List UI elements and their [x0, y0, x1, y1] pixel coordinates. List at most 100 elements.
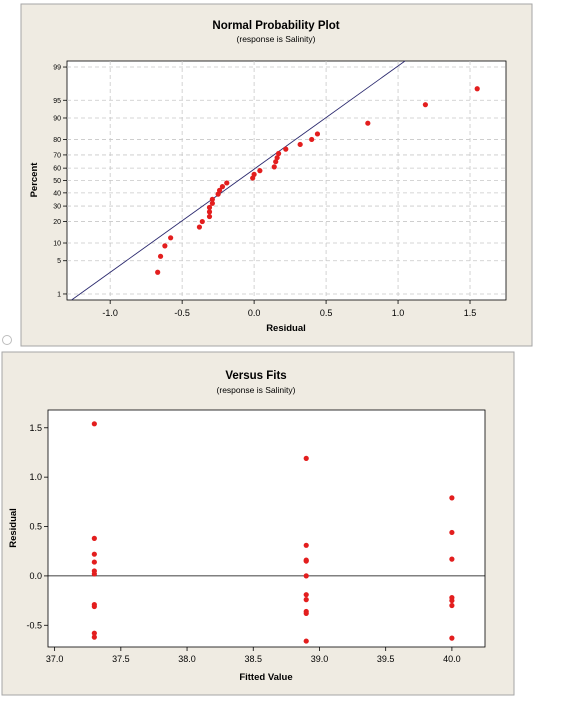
data-point — [303, 542, 309, 548]
x-tick-label: 40.0 — [443, 654, 461, 664]
data-point — [303, 455, 309, 461]
y-tick-label: 95 — [53, 98, 61, 105]
data-point — [251, 171, 257, 177]
y-tick-label: 70 — [53, 152, 61, 159]
y-tick-label: 0.0 — [29, 571, 42, 581]
y-tick-label: 80 — [53, 137, 61, 144]
x-tick-label: -0.5 — [174, 308, 190, 318]
data-point — [274, 155, 280, 161]
x-axis: 37.0 37.5 38.0 38.5 39.0 39.5 40.0 — [46, 647, 461, 664]
data-point — [275, 150, 282, 157]
x-tick-label: 0.0 — [248, 308, 261, 318]
x-axis-label: Residual — [266, 323, 306, 334]
y-tick-label: -0.5 — [26, 620, 42, 630]
data-point — [303, 597, 309, 603]
y-tick-label: 30 — [53, 204, 61, 211]
x-axis-label: Fitted Value — [239, 672, 292, 683]
gridlines — [67, 61, 506, 300]
data-point — [168, 235, 174, 241]
data-point — [303, 592, 309, 598]
data-point — [91, 571, 97, 577]
chart-title: Versus Fits — [225, 370, 286, 382]
data-point — [91, 535, 97, 541]
data-points — [91, 421, 455, 644]
x-tick-label: 39.0 — [311, 654, 329, 664]
data-point — [283, 146, 289, 152]
data-point — [297, 141, 303, 148]
data-point — [155, 269, 161, 275]
chart-subtitle: (response is Salinity) — [217, 385, 296, 395]
x-tick-label: 38.5 — [244, 654, 262, 664]
data-point — [303, 573, 309, 579]
fit-line — [71, 60, 406, 301]
data-point — [157, 253, 164, 259]
x-axis: -1.0 -0.5 0.0 0.5 1.0 1.5 — [102, 300, 476, 318]
data-point — [91, 421, 97, 427]
y-tick-label: 20 — [53, 219, 61, 226]
data-point — [219, 184, 226, 190]
data-point — [303, 558, 309, 564]
x-tick-label: 39.5 — [377, 654, 395, 664]
data-point — [273, 159, 279, 165]
data-point — [209, 196, 215, 202]
x-tick-label: 0.5 — [320, 308, 333, 318]
data-point — [206, 204, 213, 211]
y-tick-label: 40 — [53, 190, 61, 197]
data-point — [91, 634, 97, 640]
normal-probability-panel: Normal Probability Plot (response is Sal… — [20, 3, 533, 347]
x-tick-label: 37.5 — [112, 654, 130, 664]
data-point — [196, 224, 203, 230]
data-point — [422, 102, 428, 108]
x-tick-label: 1.5 — [464, 308, 477, 318]
chart-title: Normal Probability Plot — [212, 20, 339, 32]
data-point — [474, 86, 480, 92]
versus-fits-panel: Versus Fits (response is Salinity) -0.5 0… — [1, 351, 515, 696]
y-tick-label: 10 — [53, 241, 61, 248]
y-tick-label: 1 — [57, 291, 61, 298]
y-tick-label: 50 — [53, 178, 61, 185]
y-tick-label: 5 — [57, 258, 61, 265]
data-point — [206, 213, 213, 220]
data-point — [449, 602, 455, 609]
data-point — [257, 168, 263, 174]
data-point — [365, 120, 371, 126]
data-point — [199, 218, 205, 225]
y-tick-label: 90 — [53, 115, 61, 122]
y-axis: 1 5 10 20 30 40 50 60 70 80 90 95 99 — [53, 65, 67, 298]
x-tick-label: 38.0 — [178, 654, 196, 664]
data-point — [91, 551, 97, 557]
x-tick-label: 37.0 — [46, 654, 64, 664]
data-point — [271, 164, 277, 170]
y-tick-label: 99 — [53, 65, 61, 72]
y-axis-label: Percent — [29, 162, 40, 198]
x-tick-label: -1.0 — [102, 308, 118, 318]
data-point — [91, 630, 97, 636]
data-point — [303, 610, 309, 617]
y-tick-label: 1.5 — [29, 423, 42, 433]
data-point — [162, 243, 168, 249]
plot-area — [47, 409, 486, 648]
y-tick-label: 1.0 — [29, 472, 42, 482]
y-tick-label: 0.5 — [29, 522, 42, 532]
data-point — [224, 180, 230, 186]
data-point — [309, 136, 315, 143]
data-point — [209, 200, 215, 206]
data-point — [449, 529, 455, 536]
data-points — [155, 86, 480, 275]
y-tick-label: 60 — [53, 166, 61, 173]
data-point — [314, 131, 321, 137]
data-point — [449, 597, 455, 604]
y-axis: -0.5 0.0 0.5 1.0 1.5 — [26, 423, 48, 630]
data-point — [91, 603, 97, 610]
data-point — [449, 556, 455, 562]
divider-circle-icon — [2, 335, 12, 345]
data-point — [206, 209, 213, 215]
chart-subtitle: (response is Salinity) — [237, 34, 316, 44]
data-point — [449, 495, 455, 501]
data-point — [449, 635, 455, 641]
data-point — [303, 638, 309, 644]
data-point — [91, 559, 97, 565]
x-tick-label: 1.0 — [392, 308, 405, 318]
y-axis-label: Residual — [8, 508, 19, 548]
